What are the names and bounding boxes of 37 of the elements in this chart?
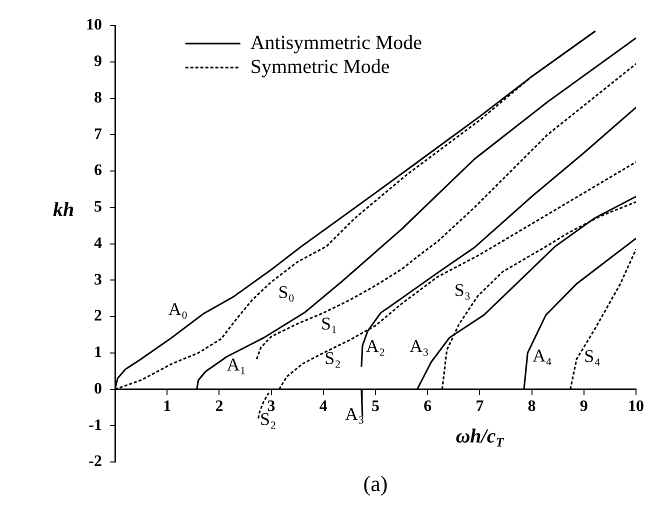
x-tick-label: 9 <box>580 398 588 416</box>
y-tick-label: 4 <box>94 234 102 252</box>
y-axis-title: kh <box>53 199 74 222</box>
annotation: S₂ <box>324 348 341 368</box>
legend-label: Antisymmetric Mode <box>250 32 422 54</box>
annotation: A₃ <box>345 404 364 424</box>
text: (a) <box>363 470 388 496</box>
annotation: A₂ <box>366 336 386 356</box>
annotation: S₄ <box>584 346 600 366</box>
x-tick-label: 8 <box>528 398 536 416</box>
x-tick-label: 5 <box>372 398 380 416</box>
y-tick-label: 10 <box>86 16 102 34</box>
x-tick-label: 2 <box>215 398 224 416</box>
annotation: A₀ <box>168 299 188 320</box>
y-tick-label: 2 <box>94 308 102 325</box>
annotation: A₃ <box>410 336 429 356</box>
annotation: A₁ <box>226 354 246 374</box>
y-tick-label: 1 <box>94 344 102 362</box>
y-tick-label: 6 <box>94 162 102 180</box>
annotation: S₃ <box>454 280 471 300</box>
y-tick-label: -1 <box>88 416 102 434</box>
y-tick-label: 5 <box>94 198 102 216</box>
y-tick-label: 9 <box>94 53 102 70</box>
annotation: A₄ <box>532 345 552 366</box>
x-tick-label: 4 <box>319 398 328 416</box>
x-tick-label: 7 <box>476 398 484 416</box>
x-tick-label: 6 <box>424 398 432 416</box>
y-tick-label: 8 <box>94 89 102 106</box>
x-tick-label: 10 <box>628 398 644 416</box>
y-tick-label: 3 <box>94 271 102 288</box>
annotation: S₁ <box>320 313 338 334</box>
legend-label: Symmetric Mode <box>250 56 390 78</box>
annotation: S₀ <box>278 282 295 302</box>
y-tick-label: -2 <box>88 453 102 470</box>
y-tick-label: 0 <box>94 380 102 398</box>
y-tick-label: 7 <box>94 126 102 143</box>
x-tick-label: 1 <box>163 398 172 416</box>
